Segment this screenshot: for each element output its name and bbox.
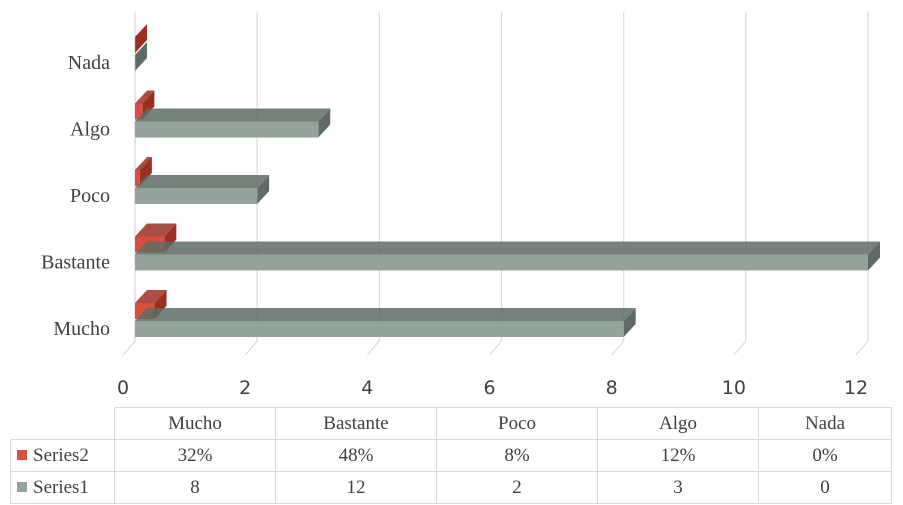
gridline [122,12,136,356]
table-cell: 48% [275,439,437,472]
bar-series1-side [257,175,270,204]
table-cell: 0 [758,471,892,504]
x-tick-label: 12 [844,377,868,399]
bar-series2-top [135,90,155,104]
table-cell: 12% [597,439,759,472]
series1-row-header: Series1 [10,471,115,504]
table-corner [10,407,115,440]
table-cell: 8 [114,471,276,504]
bar-series2-top [135,290,167,303]
series2-legend-key [17,449,27,460]
bar-chart: 0 2 4 6 8 10 12 Mucho Bastante Poco Algo Nada [41,12,880,399]
bar-series2-top [135,223,177,237]
category-label: Poco [70,185,110,207]
x-tick-label: 8 [606,377,618,399]
bar-series2-side [139,157,152,186]
bar-series2-top [135,157,152,170]
category-label: Mucho [53,318,110,340]
bar-series2 [135,170,140,186]
series2-row-header: Series2 [10,439,115,472]
bar-series1 [135,254,868,271]
series2-name: Series2 [33,444,89,466]
category-label: Bastante [41,252,110,274]
bar-series2 [135,103,143,120]
x-tick-label: 4 [361,377,373,399]
table-row-series1: Series1 8 12 2 3 0 [10,471,892,504]
series1-name: Series1 [33,476,89,498]
bar-series2-side [135,24,147,53]
bar-series1 [135,55,136,71]
table-header-cell: Mucho [114,407,276,440]
gridline [733,12,747,356]
x-tick-label: 6 [483,377,495,399]
table-row-series2: Series2 32% 48% 8% 12% 0% [10,439,892,472]
data-table: Mucho Bastante Poco Algo Nada Series2 32… [10,407,892,504]
gridline [855,12,869,356]
category-label: Nada [68,52,110,74]
bar-series1 [135,188,258,204]
table-header-row: Mucho Bastante Poco Algo Nada [10,407,892,440]
bar-series1-top [135,241,880,255]
table-header-cell: Poco [436,407,598,440]
bar-series1-side [623,308,636,337]
gridline [366,12,380,356]
gridline [489,12,503,356]
bar-series1-side [868,241,880,271]
category-label: Algo [70,119,110,141]
gridline [611,12,625,356]
bar-series1 [135,321,624,337]
bar-series1-side [135,42,147,71]
x-tick-label: 2 [239,377,251,399]
bar-series2 [135,37,136,53]
x-tick-label: 10 [722,377,746,399]
bar-series1-side [318,108,331,138]
x-tick-label: 0 [117,377,129,399]
table-cell: 0% [758,439,892,472]
bar-series1-top [135,108,331,122]
table-cell: 12 [275,471,437,504]
bar-series1-top [135,308,636,321]
series1-legend-key [17,481,27,492]
table-cell: 32% [114,439,276,472]
table-header-cell: Algo [597,407,759,440]
bar-series1-top [135,175,270,188]
table-cell: 2 [436,471,598,504]
table-header-cell: Nada [758,407,892,440]
table-header-cell: Bastante [275,407,437,440]
bar-series1 [135,121,319,138]
table-cell: 8% [436,439,598,472]
table-cell: 3 [597,471,759,504]
